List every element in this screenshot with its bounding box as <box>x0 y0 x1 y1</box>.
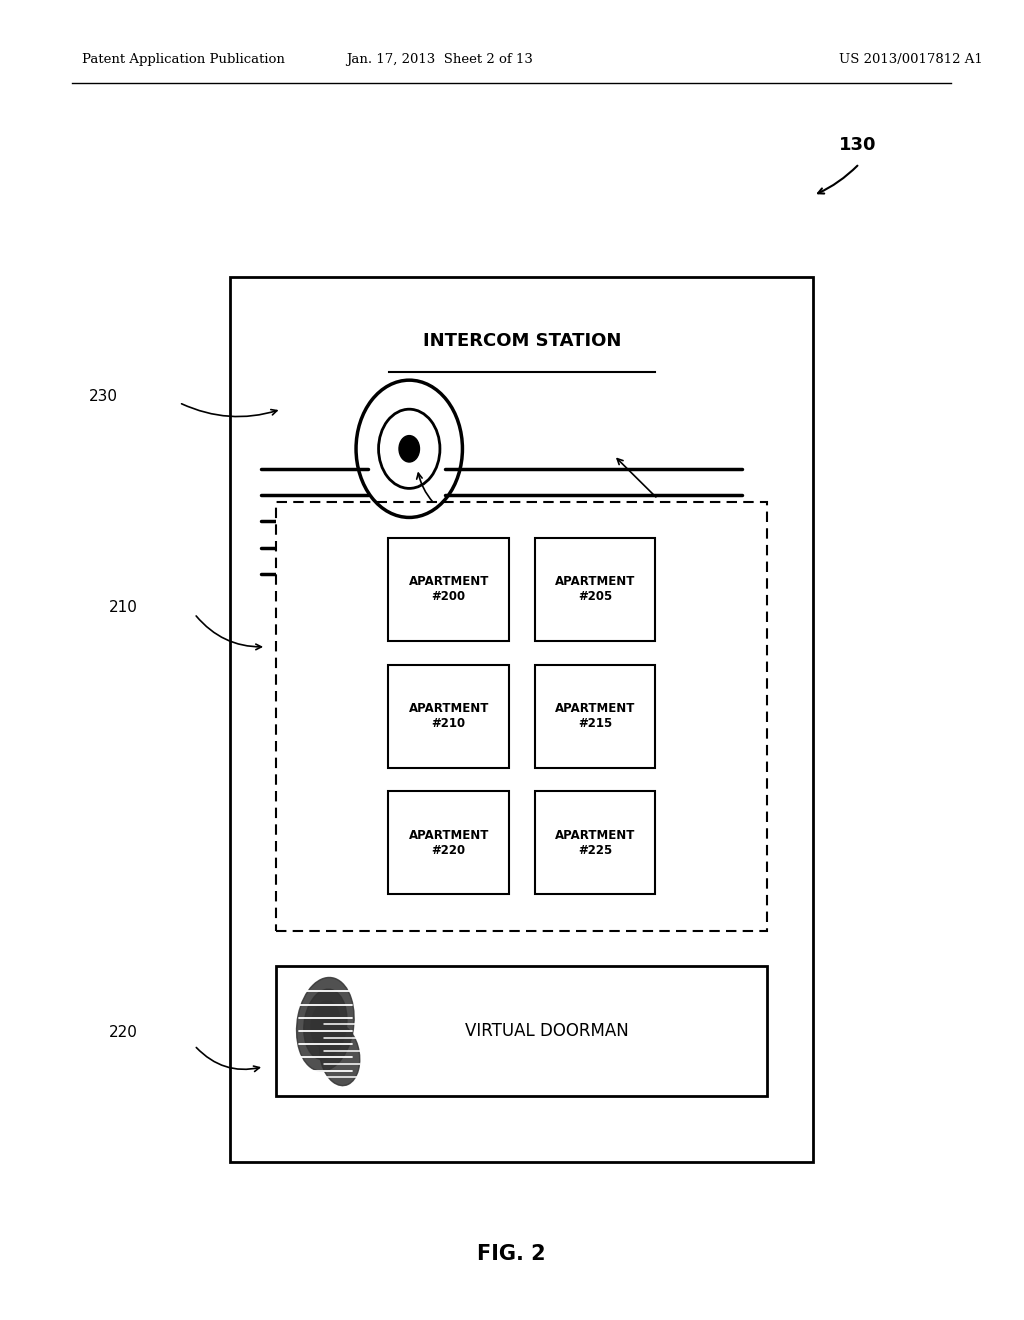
Text: Patent Application Publication: Patent Application Publication <box>82 53 285 66</box>
Text: APARTMENT
#215: APARTMENT #215 <box>555 702 635 730</box>
FancyBboxPatch shape <box>535 539 655 642</box>
FancyBboxPatch shape <box>535 665 655 768</box>
Text: 240: 240 <box>434 511 463 527</box>
Text: APARTMENT
#200: APARTMENT #200 <box>409 576 488 603</box>
Text: 130: 130 <box>839 136 877 154</box>
FancyBboxPatch shape <box>276 502 767 931</box>
Text: APARTMENT
#225: APARTMENT #225 <box>555 829 635 857</box>
Circle shape <box>399 436 420 462</box>
Text: 220: 220 <box>110 1024 138 1040</box>
FancyBboxPatch shape <box>535 791 655 895</box>
Text: INTERCOM STATION: INTERCOM STATION <box>423 331 621 350</box>
Text: APARTMENT
#205: APARTMENT #205 <box>555 576 635 603</box>
Text: 250: 250 <box>670 511 699 527</box>
Text: VIRTUAL DOORMAN: VIRTUAL DOORMAN <box>466 1022 629 1040</box>
FancyBboxPatch shape <box>388 791 509 895</box>
Text: 210: 210 <box>110 599 138 615</box>
Text: APARTMENT
#210: APARTMENT #210 <box>409 702 488 730</box>
FancyBboxPatch shape <box>388 665 509 768</box>
Text: APARTMENT
#220: APARTMENT #220 <box>409 829 488 857</box>
Text: 230: 230 <box>89 388 118 404</box>
Ellipse shape <box>311 1001 340 1048</box>
Ellipse shape <box>297 978 354 1071</box>
Ellipse shape <box>304 989 347 1060</box>
FancyBboxPatch shape <box>388 539 509 642</box>
Ellipse shape <box>319 1024 359 1085</box>
Text: US 2013/0017812 A1: US 2013/0017812 A1 <box>839 53 983 66</box>
FancyBboxPatch shape <box>230 277 813 1162</box>
FancyBboxPatch shape <box>276 966 767 1096</box>
Text: FIG. 2: FIG. 2 <box>477 1243 546 1265</box>
Text: Jan. 17, 2013  Sheet 2 of 13: Jan. 17, 2013 Sheet 2 of 13 <box>346 53 534 66</box>
